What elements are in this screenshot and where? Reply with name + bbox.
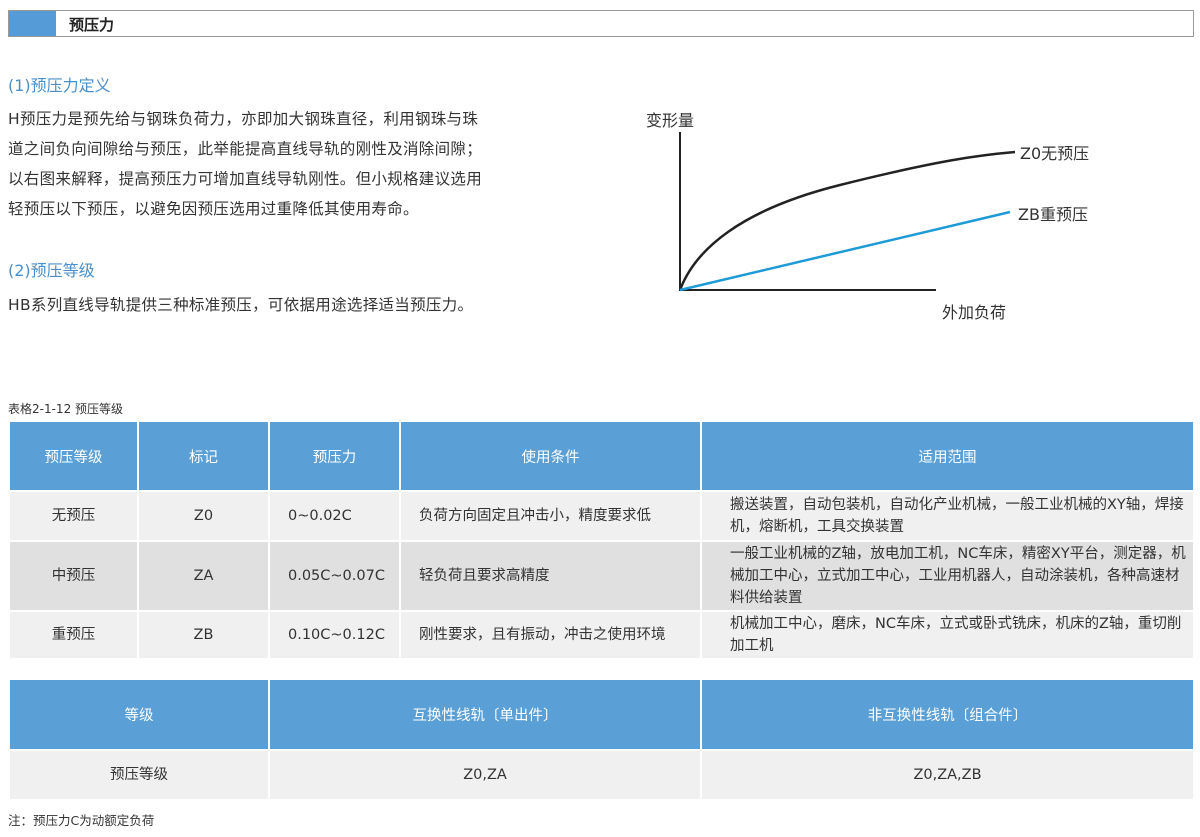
col-header: 适用范围: [700, 422, 1195, 492]
cell: 0.10C~0.12C: [268, 610, 401, 660]
table-caption: 表格2-1-12 预压等级: [8, 402, 124, 416]
cell: 搬送装置，自动包装机，自动化产业机械，一般工业机械的XY轴，焊接机，熔断机，工具…: [700, 490, 1195, 542]
preload-diagram: 变形量 Z0无预压 ZB重预压 外加负荷: [646, 111, 1089, 322]
cell: Z0,ZA,ZB: [700, 749, 1195, 801]
col-header: 预压等级: [8, 422, 139, 492]
cell: 负荷方向固定且冲击小，精度要求低: [399, 490, 702, 542]
cell: ZA: [137, 540, 270, 612]
cell: 无预压: [8, 490, 139, 542]
x-axis-label: 外加负荷: [942, 303, 1006, 322]
table-row: 预压等级 Z0,ZA Z0,ZA,ZB: [8, 749, 1195, 801]
section2-heading: (2)预压等级: [8, 261, 95, 280]
preload-grade-table: 等级 互换性线轨〔单出件〕 非互换性线轨〔组合件〕 预压等级 Z0,ZA Z0,…: [8, 680, 1195, 801]
z0-curve: [678, 150, 1016, 291]
cell: 重预压: [8, 610, 139, 660]
col-header: 标记: [137, 422, 270, 492]
section2-paragraph: HB系列直线导轨提供三种标准预压，可依据用途选择适当预压力。: [8, 296, 474, 314]
table-row: 无预压 Z0 0~0.02C 负荷方向固定且冲击小，精度要求低 搬送装置，自动包…: [8, 490, 1195, 542]
cell: 0~0.02C: [268, 490, 401, 542]
cell: 轻负荷且要求高精度: [399, 540, 702, 612]
section1-paragraph: H预压力是预先给与钢珠负荷力，亦即加大钢珠直径，利用钢珠与珠 道之间负向间隙给与…: [8, 104, 568, 224]
cell: Z0: [137, 490, 270, 542]
section1-heading: (1)预压力定义: [8, 76, 111, 95]
zb-line: [679, 210, 1011, 292]
cell: 机械加工中心，磨床，NC车床，立式或卧式铣床，机床的Z轴，重切削加工机: [700, 610, 1195, 660]
page-title: 预压力: [69, 16, 115, 34]
col-header: 互换性线轨〔单出件〕: [268, 680, 702, 751]
table-row: 重预压 ZB 0.10C~0.12C 刚性要求，且有振动，冲击之使用环境 机械加…: [8, 610, 1195, 660]
col-header: 使用条件: [399, 422, 702, 492]
col-header: 非互换性线轨〔组合件〕: [700, 680, 1195, 751]
cell: Z0,ZA: [268, 749, 702, 801]
para-line: 道之间负向间隙给与预压，此举能提高直线导轨的刚性及消除间隙；: [8, 140, 483, 158]
cell: ZB: [137, 610, 270, 660]
z0-label: Z0无预压: [1020, 144, 1089, 163]
para-line: 以右图来解释，提高预压力可增加直线导轨刚性。但小规格建议选用: [8, 170, 483, 188]
col-header: 预压力: [268, 422, 401, 492]
para-line: 轻预压以下预压，以避免因预压选用过重降低其使用寿命。: [8, 200, 419, 218]
preload-table: 预压等级 标记 预压力 使用条件 适用范围 无预压 Z0 0~0.02C 负荷方…: [8, 422, 1195, 660]
zb-label: ZB重预压: [1018, 205, 1088, 224]
cell: 一般工业机械的Z轴，放电加工机，NC车床，精密XY平台，测定器，机械加工中心，立…: [700, 540, 1195, 612]
y-axis-label: 变形量: [646, 111, 694, 130]
cell: 中预压: [8, 540, 139, 612]
col-header: 等级: [8, 680, 270, 751]
section-header: 预压力: [8, 10, 1194, 37]
cell: 预压等级: [8, 749, 270, 801]
cell: 刚性要求，且有振动，冲击之使用环境: [399, 610, 702, 660]
cell: 0.05C~0.07C: [268, 540, 401, 612]
para-line: H预压力是预先给与钢珠负荷力，亦即加大钢珠直径，利用钢珠与珠: [8, 110, 479, 128]
footnote: 注：预压力C为动额定负荷: [8, 813, 155, 828]
header-accent-block: [9, 11, 56, 36]
table-row: 中预压 ZA 0.05C~0.07C 轻负荷且要求高精度 一般工业机械的Z轴，放…: [8, 540, 1195, 612]
